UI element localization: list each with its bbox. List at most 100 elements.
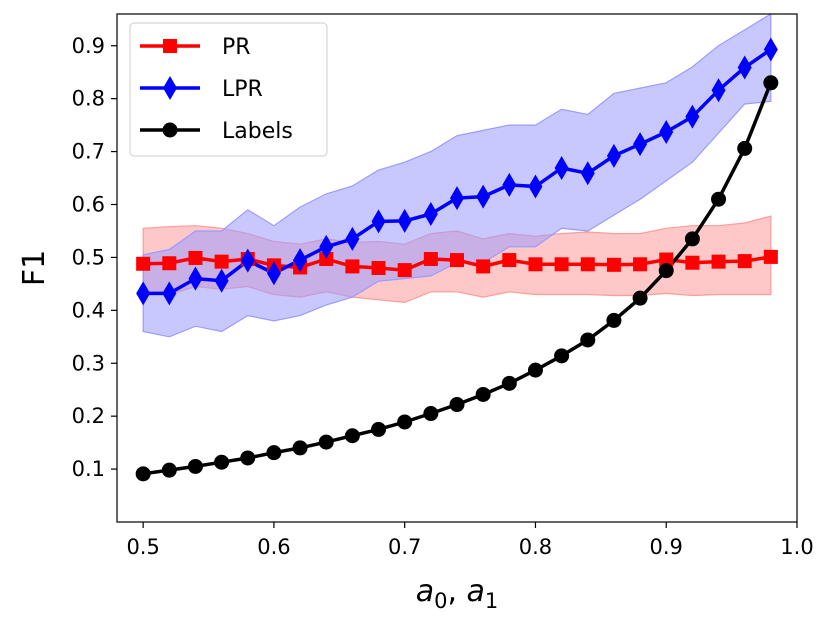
y-tick-label-6: 0.7 xyxy=(72,140,105,164)
point-lpr-21 xyxy=(685,104,700,129)
y-tick-label-8: 0.9 xyxy=(72,34,105,58)
point-pr-9 xyxy=(371,261,386,275)
point-lpr-19 xyxy=(633,132,648,157)
point-labels-14 xyxy=(501,375,517,391)
legend-items: PR LPR Labels xyxy=(140,35,293,144)
point-labels-17 xyxy=(580,332,596,348)
y-tick-label-0: 0.1 xyxy=(72,457,105,481)
point-lpr-11 xyxy=(423,202,438,227)
point-pr-20 xyxy=(659,252,674,267)
point-labels-16 xyxy=(554,348,570,364)
x-label-a0-base: a xyxy=(416,574,434,609)
x-label-a0-sub: 0 xyxy=(434,589,447,613)
point-pr-0 xyxy=(136,256,151,271)
point-lpr-20 xyxy=(659,120,674,145)
point-lpr-1 xyxy=(162,281,177,306)
point-labels-7 xyxy=(318,434,334,450)
point-labels-11 xyxy=(423,406,439,422)
point-labels-22 xyxy=(711,191,727,207)
point-labels-5 xyxy=(266,445,282,461)
point-pr-8 xyxy=(345,259,360,274)
point-labels-2 xyxy=(187,458,203,474)
point-lpr-5 xyxy=(266,261,281,286)
point-lpr-7 xyxy=(319,234,334,259)
x-label-separator: , xyxy=(447,574,466,609)
legend-marker-lpr xyxy=(163,76,177,100)
point-pr-2 xyxy=(188,250,203,265)
point-lpr-0 xyxy=(136,281,151,306)
point-lpr-6 xyxy=(293,248,308,273)
x-label-a1-base: a xyxy=(467,574,485,609)
point-labels-3 xyxy=(214,454,230,470)
legend-label-lpr: LPR xyxy=(222,77,263,102)
point-lpr-15 xyxy=(528,174,543,199)
point-pr-13 xyxy=(476,259,491,274)
point-pr-7 xyxy=(319,252,334,267)
point-pr-17 xyxy=(580,257,595,272)
point-lpr-22 xyxy=(711,78,726,103)
point-labels-4 xyxy=(240,450,256,466)
point-lpr-17 xyxy=(580,161,595,186)
legend: PR LPR Labels xyxy=(129,22,328,157)
point-labels-10 xyxy=(397,414,413,430)
point-lpr-10 xyxy=(397,208,412,233)
point-labels-15 xyxy=(527,362,543,378)
point-lpr-24 xyxy=(763,37,778,62)
point-pr-23 xyxy=(737,254,752,269)
point-pr-10 xyxy=(397,263,412,278)
point-pr-19 xyxy=(633,257,648,272)
point-lpr-13 xyxy=(476,184,491,209)
point-labels-12 xyxy=(449,397,465,413)
point-lpr-18 xyxy=(606,143,621,168)
x-tick-label-3: 0.8 xyxy=(519,535,552,559)
point-labels-23 xyxy=(737,140,753,156)
y-tick-label-3: 0.4 xyxy=(72,298,105,322)
point-labels-9 xyxy=(371,421,387,437)
x-tick-label-2: 0.7 xyxy=(388,535,421,559)
x-label-a1-sub: 1 xyxy=(485,589,498,613)
point-labels-24 xyxy=(763,75,779,91)
y-axis-label: F1 xyxy=(17,250,52,286)
point-labels-0 xyxy=(135,466,151,482)
point-labels-8 xyxy=(344,428,360,444)
markers-layer xyxy=(135,37,779,482)
point-labels-20 xyxy=(658,263,674,279)
y-axis: 0.1 0.2 0.3 0.4 0.5 0.6 0.7 0.8 0.9 xyxy=(72,34,117,481)
legend-marker-labels xyxy=(162,122,178,138)
point-lpr-12 xyxy=(450,186,464,211)
plot-frame xyxy=(116,13,798,523)
point-lpr-23 xyxy=(737,55,752,80)
point-pr-24 xyxy=(763,249,778,264)
point-labels-19 xyxy=(632,290,648,306)
point-lpr-3 xyxy=(214,268,229,293)
legend-marker-pr xyxy=(163,39,177,53)
point-pr-11 xyxy=(423,252,438,267)
point-pr-15 xyxy=(528,257,543,272)
point-pr-1 xyxy=(162,256,177,271)
x-axis: 0.5 0.6 0.7 0.8 0.9 1.0 xyxy=(126,522,814,559)
point-labels-1 xyxy=(161,462,177,478)
point-pr-14 xyxy=(502,253,517,268)
point-lpr-16 xyxy=(554,155,569,180)
point-labels-6 xyxy=(292,440,308,456)
point-pr-3 xyxy=(214,254,229,269)
y-tick-label-7: 0.8 xyxy=(72,87,105,111)
y-tick-label-2: 0.3 xyxy=(72,351,105,375)
legend-label-labels: Labels xyxy=(222,119,293,144)
point-lpr-9 xyxy=(371,209,386,234)
point-pr-18 xyxy=(606,257,621,272)
point-pr-16 xyxy=(554,257,569,272)
legend-frame xyxy=(129,22,328,157)
point-lpr-14 xyxy=(502,172,517,197)
point-lpr-4 xyxy=(240,248,255,273)
point-labels-21 xyxy=(684,231,700,247)
point-lpr-2 xyxy=(188,266,203,291)
x-tick-label-0: 0.5 xyxy=(126,535,159,559)
point-labels-13 xyxy=(475,386,491,402)
x-tick-label-1: 0.6 xyxy=(257,535,290,559)
y-tick-label-1: 0.2 xyxy=(72,404,105,428)
point-labels-18 xyxy=(606,312,622,328)
x-tick-label-5: 1.0 xyxy=(780,535,813,559)
point-pr-21 xyxy=(685,255,700,270)
